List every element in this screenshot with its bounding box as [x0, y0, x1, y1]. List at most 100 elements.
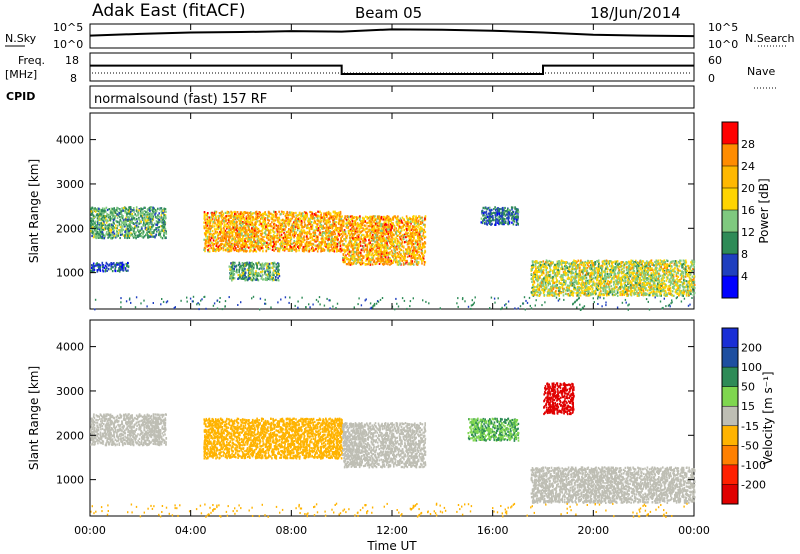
scatter-mark — [157, 214, 159, 217]
scatter-mark — [241, 238, 244, 241]
scatter-mark — [102, 265, 104, 268]
scatter-mark — [368, 242, 370, 245]
scatter-mark — [323, 249, 326, 252]
scatter-mark — [263, 264, 266, 267]
scatter-mark — [274, 272, 277, 275]
scatter-mark — [280, 242, 282, 245]
scatter-mark — [98, 222, 101, 225]
scatter-mark — [355, 237, 358, 240]
scatter-mark — [99, 269, 102, 272]
scatter-mark — [264, 223, 267, 226]
scatter-mark — [153, 235, 156, 238]
scatter-mark — [274, 246, 277, 249]
scatter-mark — [273, 265, 276, 268]
scatter-mark — [365, 259, 367, 262]
scatter-mark — [257, 235, 260, 238]
scatter-mark — [112, 228, 115, 231]
scatter-mark — [148, 232, 151, 235]
scatter-mark — [104, 270, 107, 273]
scatter-mark — [330, 217, 333, 220]
scatter-mark — [225, 232, 228, 235]
scatter-mark — [340, 238, 342, 241]
scatter-mark — [316, 219, 318, 222]
scatter-mark — [214, 213, 217, 217]
scatter-mark — [356, 234, 358, 237]
scatter-mark — [272, 230, 274, 233]
scatter-mark — [239, 232, 241, 235]
scatter-mark — [249, 250, 251, 253]
scatter-mark — [262, 250, 264, 253]
scatter-mark — [160, 210, 163, 213]
scatter-mark — [222, 213, 225, 216]
scatter-mark — [332, 223, 334, 226]
scatter-mark — [242, 272, 244, 276]
scatter-mark — [156, 223, 158, 226]
scatter-mark — [259, 249, 261, 252]
scatter-mark — [148, 208, 151, 211]
scatter-mark — [213, 247, 215, 250]
scatter-mark — [328, 212, 330, 215]
scatter-mark — [248, 266, 250, 269]
scatter-mark — [113, 234, 116, 237]
scatter-mark — [351, 215, 354, 218]
scatter-mark — [107, 219, 109, 222]
scatter-mark — [316, 235, 318, 238]
scatter-mark — [424, 235, 427, 238]
scatter-mark — [237, 249, 239, 252]
scatter-mark — [267, 229, 269, 232]
scatter-mark — [132, 207, 135, 210]
scatter-mark — [395, 233, 398, 236]
scatter-mark — [392, 261, 394, 264]
scatter-mark — [253, 237, 256, 240]
scatter-mark — [124, 268, 127, 271]
scatter-mark — [308, 230, 311, 233]
scatter-mark — [268, 224, 270, 227]
scatter-mark — [296, 226, 298, 229]
scatter-mark — [295, 218, 298, 221]
scatter-mark — [322, 240, 325, 244]
scatter-mark — [381, 236, 384, 240]
scatter-mark — [95, 263, 98, 266]
scatter-mark — [273, 236, 276, 239]
scatter-mark — [415, 233, 417, 236]
scatter-mark — [136, 210, 139, 213]
scatter-mark — [237, 239, 239, 242]
scatter-mark — [102, 211, 104, 214]
scatter-mark — [285, 231, 288, 234]
scatter-mark — [250, 229, 253, 232]
scatter-mark — [229, 268, 231, 271]
scatter-mark — [111, 210, 114, 213]
scatter-mark — [313, 213, 316, 216]
scatter-mark — [251, 279, 254, 282]
scatter-mark — [288, 219, 290, 222]
scatter-mark — [96, 227, 99, 230]
scatter-mark — [157, 218, 160, 221]
scatter-mark — [386, 226, 389, 229]
scatter-mark — [259, 246, 262, 249]
scatter-mark — [244, 279, 246, 282]
scatter-mark — [310, 233, 312, 236]
scatter-mark — [322, 226, 325, 229]
scatter-mark — [215, 218, 218, 221]
scatter-mark — [364, 236, 366, 239]
scatter-mark — [247, 236, 250, 239]
scatter-mark — [147, 219, 149, 222]
scatter-mark — [125, 218, 127, 221]
scatter-mark — [377, 257, 380, 261]
scatter-mark — [99, 266, 102, 269]
scatter-mark — [257, 272, 260, 275]
scatter-mark — [243, 218, 246, 222]
scatter-mark — [332, 218, 334, 221]
scatter-mark — [254, 221, 257, 224]
scatter-mark — [364, 228, 367, 231]
scatter-mark — [144, 217, 146, 220]
scatter-mark — [284, 247, 286, 251]
scatter-mark — [325, 226, 327, 230]
scatter-mark — [233, 277, 236, 280]
scatter-mark — [146, 211, 149, 214]
scatter-mark — [241, 243, 243, 246]
scatter-mark — [261, 229, 263, 232]
scatter-mark — [354, 221, 357, 224]
scatter-mark — [246, 217, 249, 220]
scatter-mark — [241, 228, 243, 231]
